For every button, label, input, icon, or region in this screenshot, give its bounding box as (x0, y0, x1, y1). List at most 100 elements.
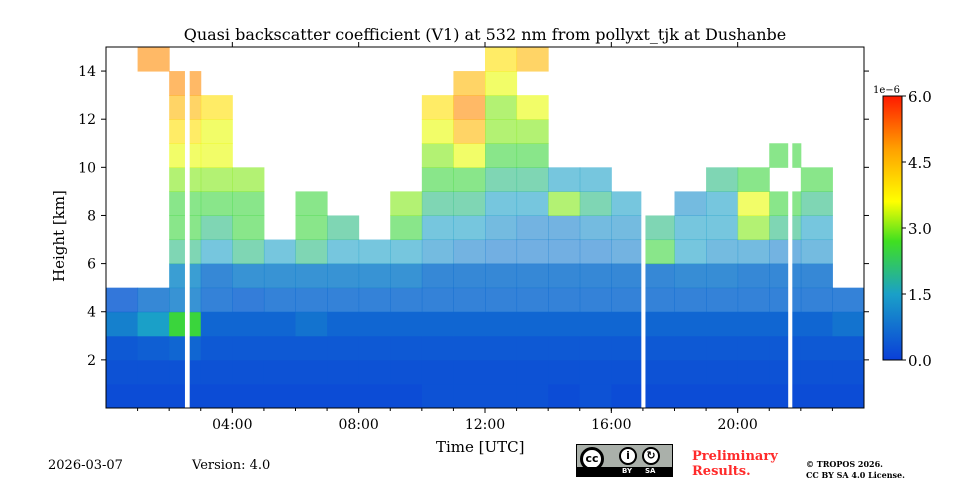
heatmap-cell (263, 311, 296, 337)
heatmap-cell (327, 311, 360, 337)
heatmap-cell (421, 167, 454, 192)
heatmap-cell (390, 287, 423, 313)
chart-title: Quasi backscatter coefficient (V1) at 53… (183, 25, 787, 44)
heatmap-cell (706, 311, 739, 337)
heatmap-cell (453, 191, 486, 216)
heatmap-cell (106, 335, 139, 361)
heatmap-cell (611, 335, 644, 361)
heatmap-cell (516, 263, 549, 289)
heatmap-cell (800, 335, 833, 361)
heatmap-cell (611, 311, 644, 337)
heatmap-cell (137, 47, 170, 72)
copyright-notice: © TROPOS 2026. CC BY SA 4.0 License. (806, 459, 905, 480)
x-tick-label: 08:00 (338, 417, 378, 433)
y-tick-label: 4 (87, 305, 96, 321)
heatmap-cell (295, 287, 328, 313)
heatmap-cell (579, 383, 612, 409)
heatmap-cell (485, 71, 518, 96)
heatmap-cell (674, 311, 707, 337)
heatmap-cell (390, 359, 423, 385)
heatmap-cell (390, 383, 423, 409)
colorbar-tick-label: 0.0 (908, 352, 932, 370)
heatmap-cell (200, 311, 233, 337)
heatmap-cell (421, 335, 454, 361)
heatmap-cell (453, 359, 486, 385)
heatmap-cell (642, 335, 675, 361)
heatmap-cell (453, 287, 486, 313)
heatmap-cell (453, 95, 486, 120)
heatmap-cell (327, 263, 360, 289)
cc-license-logo: cc i ↻ BY SA (576, 444, 673, 477)
heatmap-cell (832, 287, 865, 313)
heatmap-cell (548, 239, 581, 265)
x-axis-label: Time [UTC] (436, 438, 525, 456)
y-tick-label: 8 (87, 208, 96, 224)
heatmap-cell (516, 287, 549, 313)
heatmap-cell (485, 287, 518, 313)
heatmap-cell (832, 359, 865, 385)
heatmap-cell (737, 335, 770, 361)
heatmap-cell (706, 263, 739, 289)
colorbar-tick-label: 3.0 (908, 220, 932, 238)
by-label: BY (622, 467, 633, 475)
heatmap-cell (200, 287, 233, 313)
heatmap-cell (453, 143, 486, 168)
preliminary-notice: Preliminary Results. (692, 449, 778, 479)
heatmap-cell (232, 287, 265, 313)
colorbar-tick-label: 4.5 (908, 154, 932, 172)
heatmap-cell (611, 359, 644, 385)
heatmap-cell (516, 215, 549, 241)
heatmap-cell (232, 359, 265, 385)
heatmap-cell (421, 191, 454, 216)
heatmap-cell (390, 263, 423, 289)
heatmap-cell (548, 215, 581, 241)
heatmap-cell (200, 167, 233, 192)
heatmap-cell (832, 311, 865, 337)
heatmap-cell (737, 239, 770, 265)
heatmap-cell (295, 359, 328, 385)
heatmap-cell (263, 359, 296, 385)
heatmap-cell (548, 335, 581, 361)
heatmap-cell (800, 287, 833, 313)
heatmap-cell (263, 335, 296, 361)
heatmap-cell (453, 335, 486, 361)
heatmap-cell (485, 119, 518, 144)
sa-share-icon: ↻ (642, 447, 660, 465)
x-tick-label: 20:00 (717, 417, 757, 433)
y-tick-label: 10 (78, 160, 96, 176)
heatmap-cell (579, 167, 612, 192)
heatmap-cell (769, 335, 802, 361)
heatmap-cell (674, 335, 707, 361)
heatmap-cell (485, 191, 518, 216)
heatmap-cell (800, 383, 833, 409)
copyright-text: © TROPOS 2026. (806, 459, 883, 469)
heatmap-cell (421, 143, 454, 168)
data-gap (641, 47, 646, 408)
heatmap-cell (706, 239, 739, 265)
heatmap-cell (358, 383, 391, 409)
heatmap-cell (200, 191, 233, 216)
heatmap-cell (516, 311, 549, 337)
heatmap-cell (579, 263, 612, 289)
heatmap-cell (800, 359, 833, 385)
heatmap-cell (548, 263, 581, 289)
heatmap-cell (737, 191, 770, 216)
sa-label: SA (645, 467, 656, 475)
heatmap-cell (800, 263, 833, 289)
heatmap-cell (516, 191, 549, 216)
colorbar-scale-label: 1e−6 (873, 85, 900, 96)
heatmap-cell (516, 143, 549, 168)
heatmap-cell (421, 311, 454, 337)
heatmap-cell (611, 191, 644, 216)
heatmap-cell (421, 95, 454, 120)
heatmap-cell (137, 311, 170, 337)
heatmap-cell (390, 191, 423, 216)
heatmap-cell (642, 359, 675, 385)
heatmap-cell (485, 263, 518, 289)
heatmap-cell (611, 263, 644, 289)
heatmap-cell (327, 287, 360, 313)
heatmap-cell (516, 359, 549, 385)
heatmap-cell (516, 119, 549, 144)
data-gap (184, 47, 190, 408)
